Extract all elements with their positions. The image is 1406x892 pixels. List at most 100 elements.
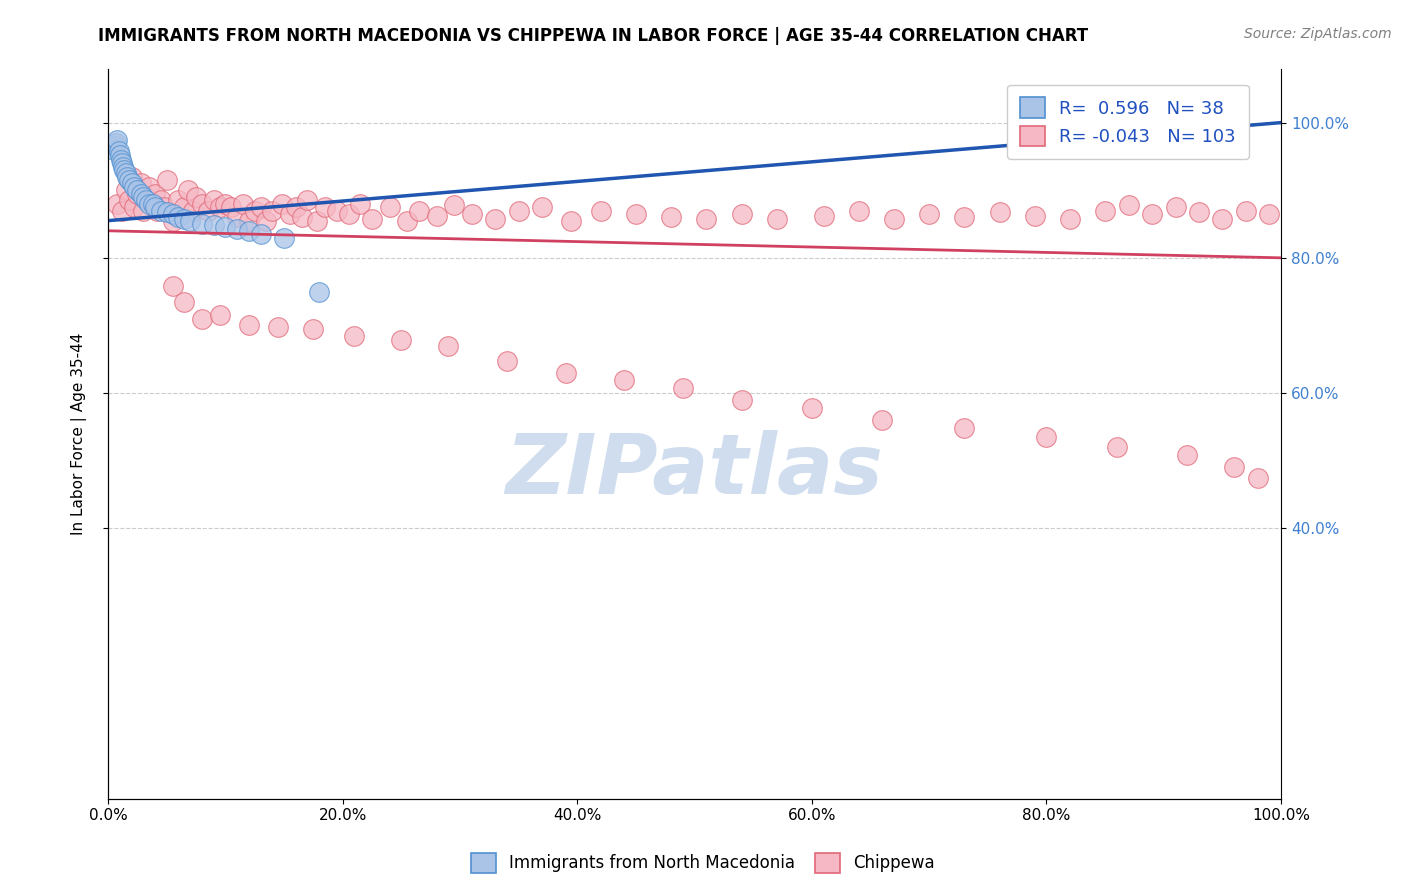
Point — [208, 308, 231, 322]
Point — [118, 173, 141, 187]
Point — [349, 196, 371, 211]
Point — [129, 177, 152, 191]
Point — [107, 132, 129, 146]
Point — [111, 156, 134, 170]
Point — [326, 203, 349, 218]
Point — [110, 153, 132, 167]
Point — [1118, 198, 1140, 212]
Point — [624, 207, 647, 221]
Point — [305, 213, 328, 227]
Point — [273, 230, 295, 244]
Point — [226, 222, 249, 236]
Point — [361, 211, 384, 226]
Point — [243, 203, 266, 218]
Point — [659, 211, 682, 225]
Point — [1024, 209, 1046, 223]
Point — [695, 211, 717, 226]
Point — [179, 213, 201, 227]
Point — [1258, 207, 1281, 221]
Point — [267, 319, 290, 334]
Point — [135, 194, 157, 208]
Point — [314, 200, 336, 214]
Point — [122, 179, 145, 194]
Point — [1188, 205, 1211, 219]
Point — [202, 194, 225, 208]
Point — [1059, 211, 1081, 226]
Point — [437, 339, 460, 353]
Point — [284, 200, 307, 214]
Point — [800, 401, 823, 415]
Point — [181, 203, 204, 218]
Point — [554, 366, 576, 380]
Point — [425, 209, 447, 223]
Point — [238, 213, 260, 227]
Point — [138, 179, 160, 194]
Point — [308, 285, 330, 299]
Point — [208, 200, 231, 214]
Point — [184, 190, 207, 204]
Point — [589, 203, 612, 218]
Point — [226, 211, 249, 225]
Point — [765, 211, 787, 226]
Point — [560, 213, 582, 227]
Point — [132, 190, 155, 204]
Point — [918, 207, 941, 221]
Point — [107, 144, 129, 158]
Point — [1035, 430, 1057, 444]
Point — [408, 203, 430, 218]
Point — [389, 334, 412, 348]
Point — [173, 294, 195, 309]
Point — [142, 196, 165, 211]
Point — [167, 211, 190, 225]
Point — [238, 224, 260, 238]
Point — [149, 203, 172, 218]
Point — [108, 148, 131, 162]
Point — [214, 220, 236, 235]
Point — [1223, 460, 1246, 475]
Point — [238, 318, 260, 333]
Point — [613, 373, 636, 387]
Point — [337, 207, 360, 221]
Point — [149, 194, 172, 208]
Point — [1140, 207, 1163, 221]
Point — [297, 194, 319, 208]
Point — [232, 196, 254, 211]
Point — [191, 311, 214, 326]
Point — [813, 209, 835, 223]
Point — [132, 203, 155, 218]
Text: IMMIGRANTS FROM NORTH MACEDONIA VS CHIPPEWA IN LABOR FORCE | AGE 35-44 CORRELATI: IMMIGRANTS FROM NORTH MACEDONIA VS CHIPP… — [98, 27, 1088, 45]
Point — [249, 227, 271, 242]
Point — [531, 200, 554, 214]
Point — [104, 139, 127, 153]
Point — [143, 186, 166, 201]
Point — [730, 207, 752, 221]
Point — [191, 196, 214, 211]
Text: ZIPatlas: ZIPatlas — [506, 430, 883, 510]
Point — [167, 194, 190, 208]
Point — [142, 196, 165, 211]
Point — [214, 196, 236, 211]
Point — [291, 211, 314, 225]
Point — [146, 203, 169, 218]
Point — [197, 203, 219, 218]
Point — [443, 198, 465, 212]
Point — [191, 217, 214, 231]
Point — [138, 196, 160, 211]
Point — [111, 203, 134, 218]
Point — [121, 169, 143, 184]
Y-axis label: In Labor Force | Age 35-44: In Labor Force | Age 35-44 — [72, 333, 87, 535]
Point — [114, 166, 136, 180]
Point — [988, 205, 1011, 219]
Legend: Immigrants from North Macedonia, Chippewa: Immigrants from North Macedonia, Chippew… — [464, 847, 942, 880]
Point — [156, 173, 179, 187]
Point — [396, 213, 419, 227]
Point — [162, 213, 184, 227]
Point — [173, 211, 195, 226]
Point — [262, 203, 284, 218]
Point — [173, 200, 195, 214]
Point — [848, 203, 870, 218]
Point — [127, 186, 149, 201]
Point — [162, 279, 184, 293]
Point — [953, 211, 976, 225]
Text: Source: ZipAtlas.com: Source: ZipAtlas.com — [1244, 27, 1392, 41]
